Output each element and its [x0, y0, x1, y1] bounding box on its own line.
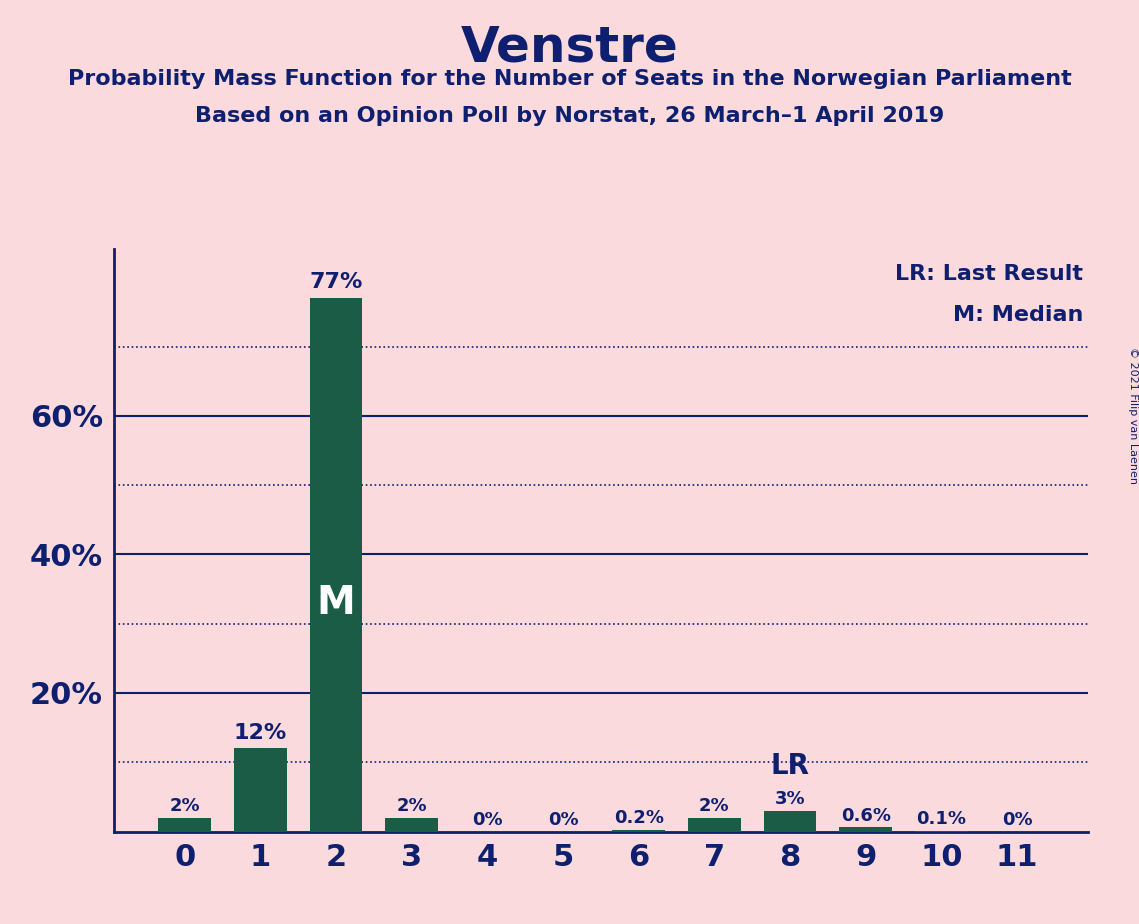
Text: 0%: 0%	[548, 811, 579, 829]
Text: 0%: 0%	[1001, 811, 1032, 829]
Bar	[612, 830, 665, 832]
Bar	[233, 748, 287, 832]
Text: 0.6%: 0.6%	[841, 807, 891, 824]
Text: LR: Last Result: LR: Last Result	[895, 264, 1083, 284]
Bar	[158, 818, 211, 832]
Bar	[385, 818, 439, 832]
Text: Based on an Opinion Poll by Norstat, 26 March–1 April 2019: Based on an Opinion Poll by Norstat, 26 …	[195, 106, 944, 127]
Text: LR: LR	[770, 751, 810, 780]
Text: 0.1%: 0.1%	[917, 810, 966, 828]
Text: 12%: 12%	[233, 723, 287, 743]
Text: 2%: 2%	[170, 797, 200, 815]
Text: © 2021 Filip van Laenen: © 2021 Filip van Laenen	[1129, 347, 1138, 484]
Text: 0%: 0%	[472, 811, 502, 829]
Bar	[310, 298, 362, 832]
Text: M: Median: M: Median	[952, 305, 1083, 324]
Text: 77%: 77%	[310, 273, 362, 292]
Text: 0.2%: 0.2%	[614, 809, 664, 828]
Bar	[763, 811, 817, 832]
Text: M: M	[317, 584, 355, 622]
Text: 3%: 3%	[775, 790, 805, 808]
Text: Probability Mass Function for the Number of Seats in the Norwegian Parliament: Probability Mass Function for the Number…	[67, 69, 1072, 90]
Bar	[839, 828, 892, 832]
Bar	[688, 818, 740, 832]
Text: Venstre: Venstre	[460, 23, 679, 71]
Text: 2%: 2%	[396, 797, 427, 815]
Text: 2%: 2%	[699, 797, 730, 815]
